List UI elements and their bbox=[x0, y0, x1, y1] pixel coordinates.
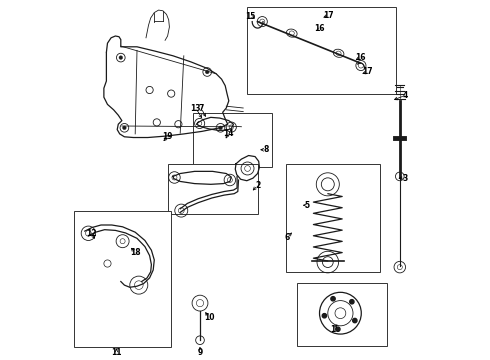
Bar bbox=[286, 164, 380, 272]
Text: 4: 4 bbox=[403, 91, 408, 100]
Text: 17: 17 bbox=[362, 68, 373, 77]
Text: 19: 19 bbox=[162, 132, 173, 141]
Circle shape bbox=[350, 300, 354, 304]
Text: 3: 3 bbox=[403, 174, 408, 183]
Circle shape bbox=[119, 56, 122, 59]
Text: 13: 13 bbox=[191, 104, 201, 112]
Text: 10: 10 bbox=[204, 313, 214, 322]
Circle shape bbox=[205, 70, 209, 74]
Text: 15: 15 bbox=[245, 12, 256, 21]
Circle shape bbox=[336, 327, 340, 331]
Text: 16: 16 bbox=[355, 53, 366, 62]
Text: 9: 9 bbox=[197, 348, 203, 356]
Text: 2: 2 bbox=[255, 181, 260, 190]
Text: 12: 12 bbox=[86, 229, 97, 238]
Text: 11: 11 bbox=[111, 348, 122, 356]
Text: 14: 14 bbox=[223, 129, 233, 138]
Text: 5: 5 bbox=[305, 201, 310, 210]
Bar bbox=[168, 164, 258, 214]
Text: 7: 7 bbox=[198, 104, 204, 112]
Circle shape bbox=[219, 126, 222, 130]
Text: 17: 17 bbox=[323, 10, 334, 19]
Text: 6: 6 bbox=[285, 233, 290, 242]
Text: 18: 18 bbox=[130, 248, 141, 257]
Bar bbox=[74, 211, 171, 347]
Text: 1: 1 bbox=[331, 325, 336, 334]
Circle shape bbox=[322, 314, 326, 318]
Bar bbox=[297, 283, 387, 346]
Text: 8: 8 bbox=[263, 145, 269, 154]
Circle shape bbox=[122, 126, 126, 130]
Circle shape bbox=[353, 318, 357, 323]
Bar bbox=[193, 113, 272, 167]
Circle shape bbox=[331, 297, 335, 301]
Text: 16: 16 bbox=[315, 24, 325, 33]
Bar bbox=[247, 7, 396, 94]
